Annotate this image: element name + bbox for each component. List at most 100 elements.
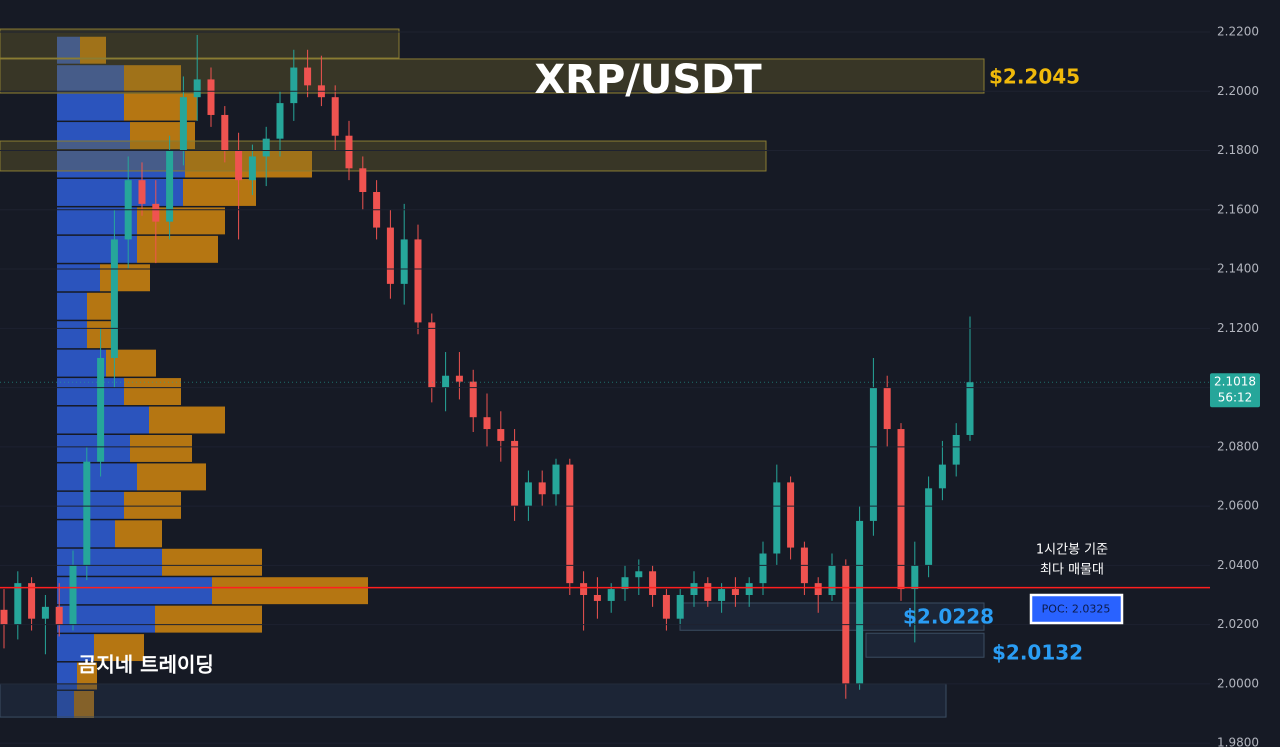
poc-note: 1시간봉 기준: [1036, 543, 1108, 558]
profile-buy-bar: [57, 36, 80, 64]
zone-label: $2.2045: [989, 65, 1080, 89]
candle-body: [248, 156, 256, 181]
candle-body: [552, 464, 560, 495]
candle-body: [662, 594, 670, 619]
price-zone: [0, 683, 947, 718]
y-tick-label: 2.1800: [1217, 143, 1259, 157]
zone-label: $2.0228: [903, 605, 994, 629]
candle-body: [386, 227, 394, 284]
candle-body: [442, 375, 450, 388]
profile-buy-bar: [57, 690, 74, 718]
chart-title: XRP/USDT: [534, 57, 762, 103]
candle-body: [290, 67, 298, 104]
candle-body: [759, 553, 767, 584]
price-zone: [0, 140, 767, 172]
candle-body: [41, 606, 49, 619]
profile-buy-bar: [57, 235, 137, 263]
candle-body: [773, 482, 781, 554]
poc-note: 최다 매물대: [1040, 563, 1104, 578]
candle-body: [428, 322, 436, 388]
profile-buy-bar: [57, 264, 100, 292]
candle-body: [814, 583, 822, 595]
price-zone: [0, 28, 400, 59]
profile-buy-bar: [57, 178, 183, 206]
profile-sell-bar: [94, 634, 144, 662]
candle-body: [635, 571, 643, 578]
profile-sell-bar: [212, 577, 368, 605]
profile-sell-bar: [130, 434, 192, 462]
candle-body: [938, 464, 946, 489]
last-price-label: 2.1018: [1214, 375, 1256, 389]
candle-body: [524, 482, 532, 507]
profile-sell-bar: [137, 235, 218, 263]
y-tick-label: 1.9800: [1217, 736, 1259, 747]
profile-buy-bar: [57, 491, 124, 519]
candle-body: [925, 488, 933, 566]
candle-body: [580, 583, 588, 595]
candle-body: [483, 417, 491, 430]
candle-body: [704, 583, 712, 601]
price-zone: [0, 58, 985, 94]
candle-body: [359, 168, 367, 193]
candle-body: [345, 135, 353, 169]
candle-body: [14, 583, 22, 625]
last-price-box: [1210, 373, 1260, 408]
profile-sell-bar: [77, 662, 97, 690]
profile-sell-bar: [183, 178, 256, 206]
profile-sell-bar: [124, 65, 181, 93]
profile-buy-bar: [57, 662, 77, 690]
y-tick-label: 2.0600: [1217, 499, 1259, 513]
candle-body: [221, 114, 229, 151]
candle-body: [897, 429, 905, 590]
profile-sell-bar: [155, 605, 262, 633]
candle-body: [193, 79, 201, 98]
profile-sell-bar: [100, 264, 150, 292]
candle-body: [152, 203, 160, 222]
poc-box: [1029, 593, 1124, 625]
y-tick-label: 2.1200: [1217, 321, 1259, 335]
zones: [0, 28, 985, 718]
profile-buy-bar: [57, 207, 137, 235]
profile-buy-bar: [57, 292, 87, 320]
candle-body: [718, 589, 726, 601]
candle-body: [276, 103, 284, 139]
candle-body: [497, 429, 505, 441]
candle-body: [966, 382, 974, 435]
candle-body: [0, 609, 8, 625]
candles: [0, 34, 974, 699]
candle-body: [511, 440, 519, 507]
profile-buy-bar: [57, 634, 94, 662]
candle-body: [455, 375, 463, 382]
y-tick-label: 2.0400: [1217, 558, 1259, 572]
candle-body: [97, 357, 105, 462]
candle-body: [69, 565, 77, 625]
candle-body: [28, 583, 36, 619]
candle-body: [828, 565, 836, 595]
poc-label: POC: 2.0325: [1042, 603, 1111, 616]
candle-body: [110, 239, 118, 358]
price-zone: [865, 632, 985, 658]
candle-body: [414, 239, 422, 323]
profile-buy-bar: [57, 321, 87, 349]
candle-body: [400, 239, 408, 284]
y-tick-label: 2.2000: [1217, 84, 1259, 98]
profile-sell-bar: [74, 690, 94, 718]
candle-body: [952, 434, 960, 465]
candle-body: [883, 387, 891, 430]
profile-buy-bar: [57, 434, 130, 462]
overlay: [0, 31, 1210, 744]
candle-body: [621, 577, 629, 590]
candle-body: [262, 138, 270, 157]
profile-sell-bar: [115, 520, 162, 548]
candle-body: [55, 606, 63, 625]
profile-buy-bar: [57, 463, 137, 491]
y-tick-label: 2.2200: [1217, 25, 1259, 39]
profile-sell-bar: [162, 548, 262, 576]
candle-body: [690, 583, 698, 595]
candle-body: [593, 594, 601, 601]
profile-sell-bar: [149, 406, 225, 434]
profile-buy-bar: [57, 93, 124, 121]
candle-body: [676, 594, 684, 619]
profile-sell-bar: [185, 150, 312, 178]
